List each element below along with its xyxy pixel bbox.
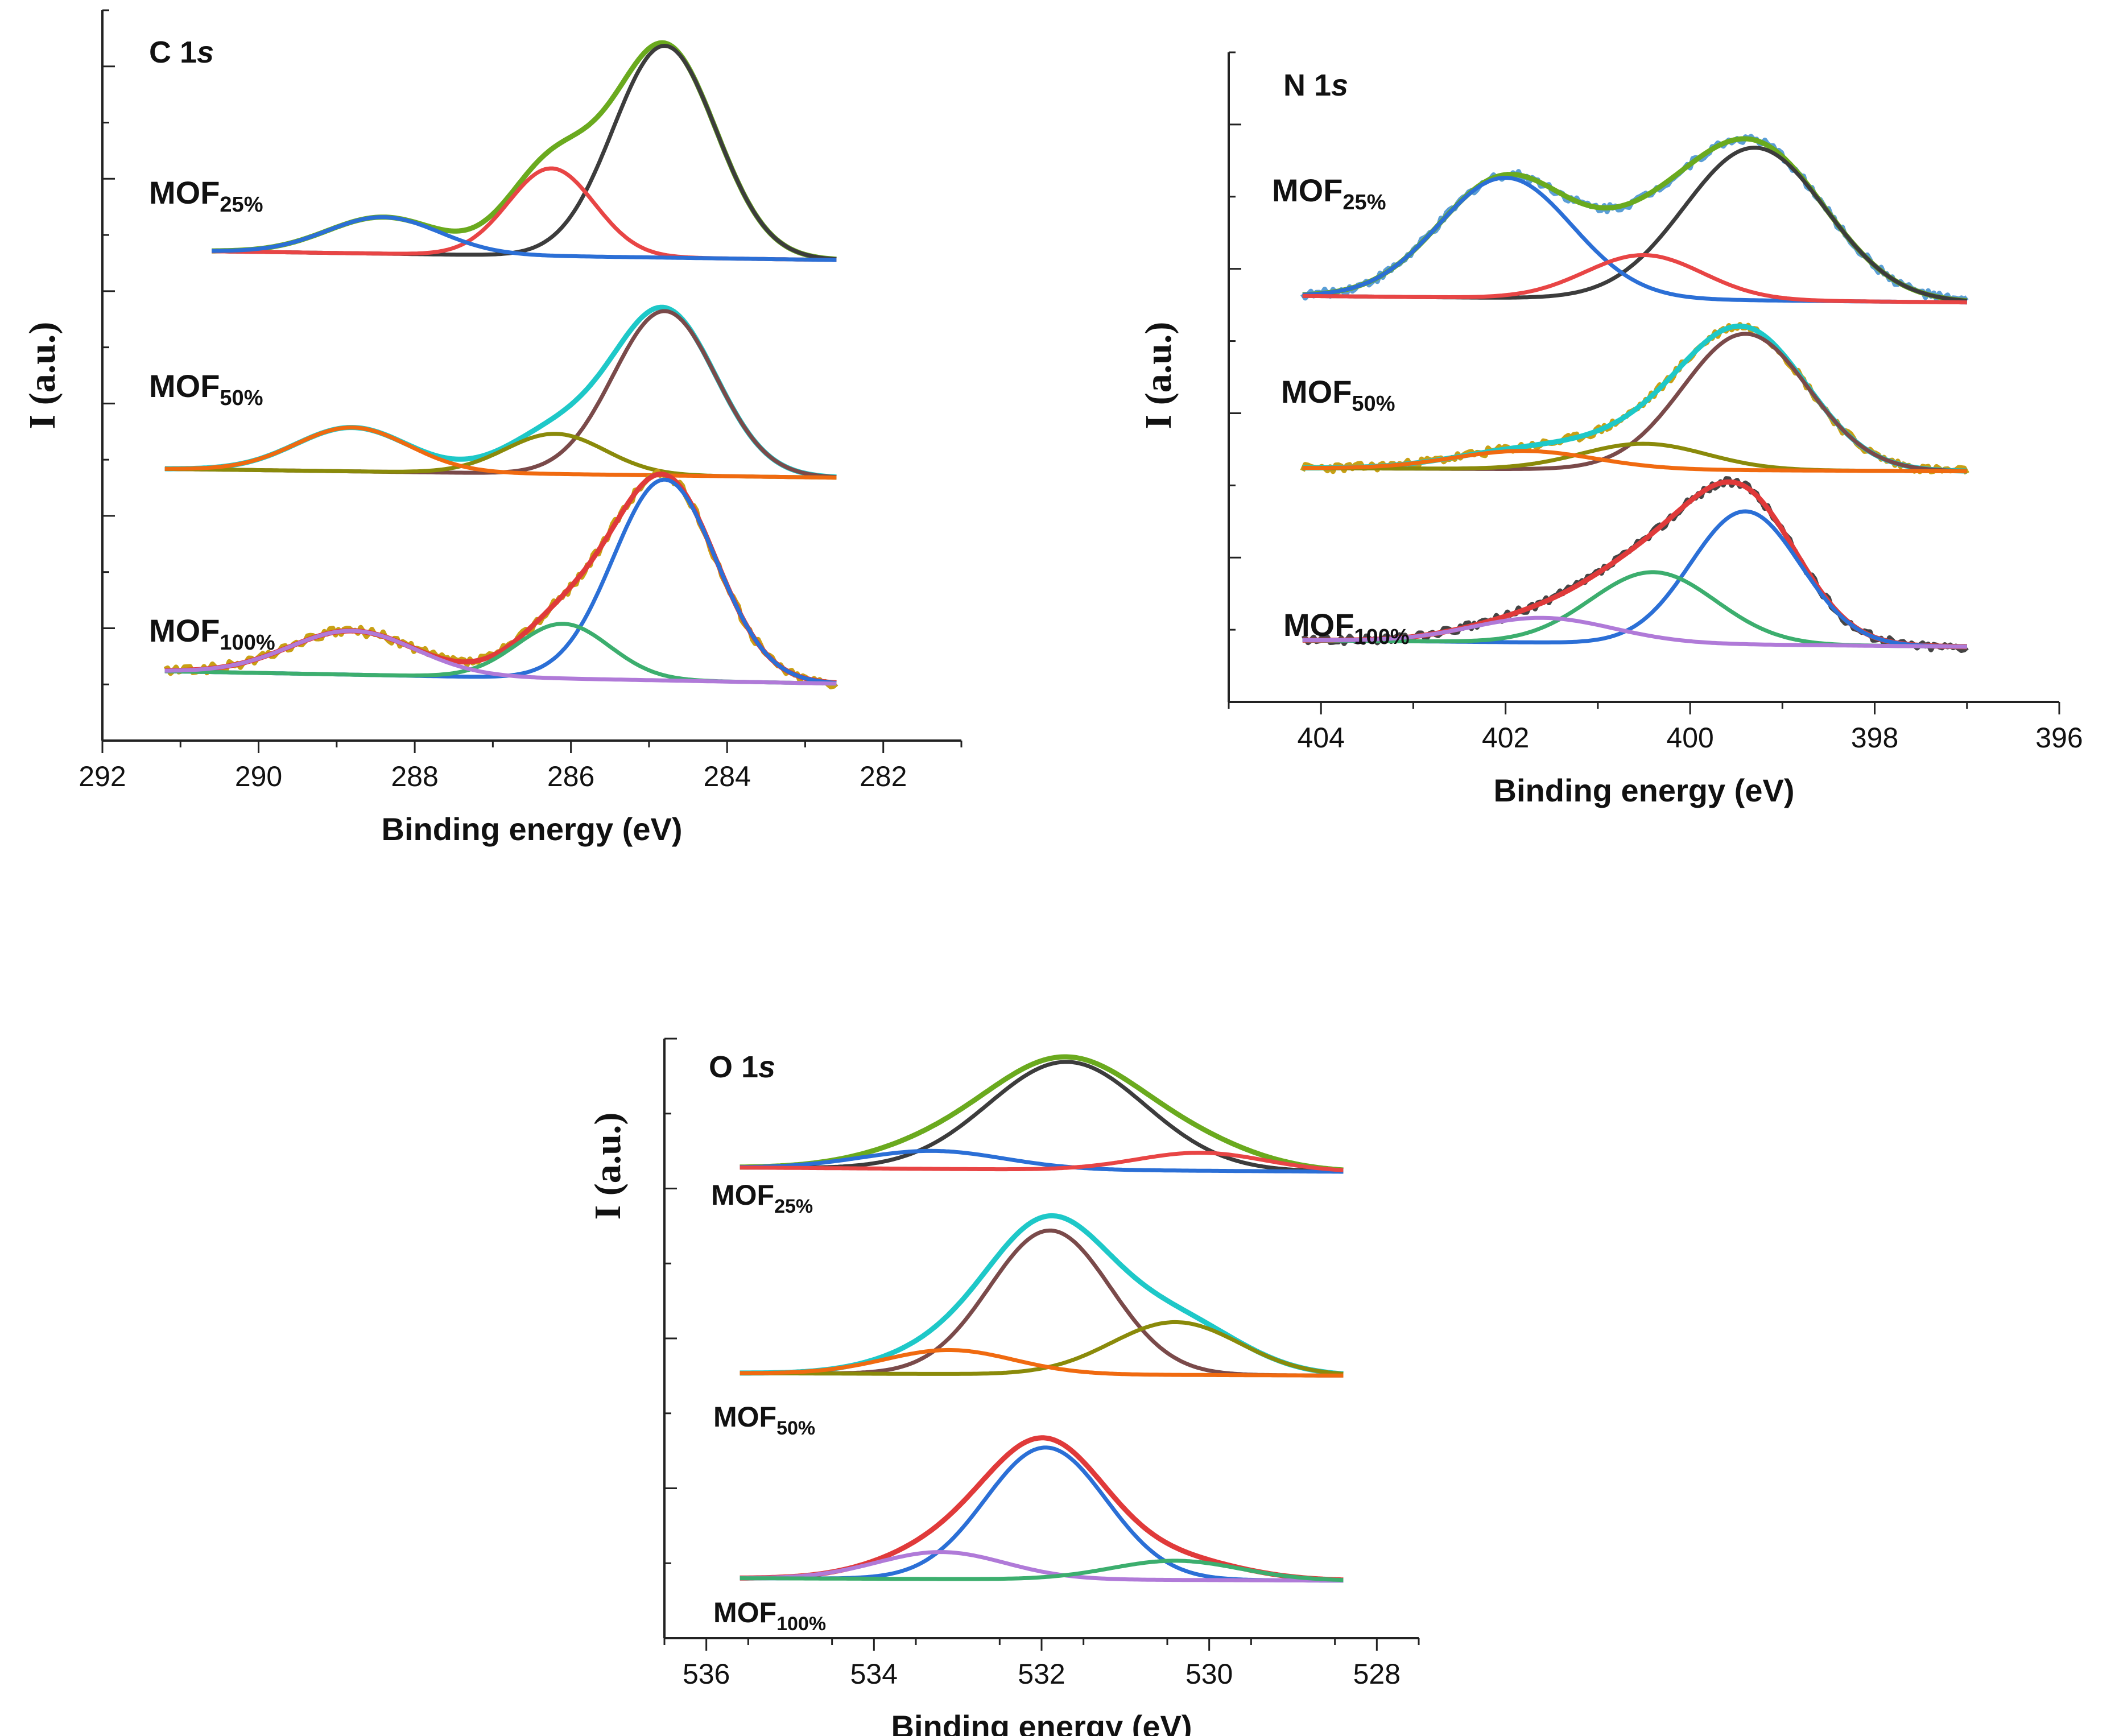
x-tick-label: 404 xyxy=(1298,722,1345,754)
panel-c1s: 292 290 288 286 284 282 Binding energy (eV) I (… xyxy=(22,9,963,847)
envelope-curve xyxy=(740,1435,1344,1583)
sample-label: MOF100% xyxy=(1283,607,1410,649)
x-tick-label: 528 xyxy=(1353,1658,1401,1690)
spectrum-mof-100pct: MOF100% xyxy=(1283,476,1969,653)
x-tick-label: 286 xyxy=(547,760,594,792)
x-tick-label: 532 xyxy=(1018,1658,1065,1690)
x-tick-label: 284 xyxy=(703,760,750,792)
x-tick-label: 530 xyxy=(1185,1658,1233,1690)
component-curve-2 xyxy=(740,1550,1344,1583)
sample-label: MOF50% xyxy=(713,1401,815,1439)
component-curve-3 xyxy=(164,425,837,480)
component-curve-3 xyxy=(740,1151,1344,1172)
x-tick-label: 292 xyxy=(79,760,126,792)
x-tick-label: 398 xyxy=(1851,722,1898,754)
spectrum-mof-25pct: MOF25% xyxy=(711,1054,1344,1217)
sample-label: MOF25% xyxy=(1272,172,1386,214)
measured-curve xyxy=(1300,134,1969,304)
sample-label: MOF100% xyxy=(713,1597,826,1635)
component-curve-3 xyxy=(740,1348,1344,1378)
component-curve-1 xyxy=(1302,146,1968,303)
x-tick-label: 290 xyxy=(235,760,282,792)
component-curve-3 xyxy=(1302,253,1967,305)
envelope-curve xyxy=(1302,136,1968,304)
panel-title: C 1s xyxy=(149,35,214,69)
component-curve-2 xyxy=(740,1148,1344,1174)
sample-label: MOF25% xyxy=(149,175,263,217)
panel-n1s: 404 402 400 398 396 Binding energy (eV) I (a.u… xyxy=(1138,51,2083,808)
x-tick-label: 536 xyxy=(683,1658,730,1690)
spectrum-mof-50pct: MOF50% xyxy=(149,304,837,480)
sample-label: MOF25% xyxy=(711,1179,813,1217)
x-tick-label: 396 xyxy=(2035,722,2083,754)
x-axis-label: Binding energy (eV) xyxy=(1494,772,1795,808)
component-curve-3 xyxy=(1302,615,1967,649)
envelope-curve xyxy=(212,40,837,262)
component-curve-3 xyxy=(740,1559,1344,1582)
component-curve-1 xyxy=(212,44,837,262)
component-curve-1 xyxy=(740,1060,1344,1174)
component-curve-3 xyxy=(1302,449,1967,474)
envelope-curve xyxy=(740,1054,1344,1173)
spectrum-mof-100pct: MOF100% xyxy=(713,1435,1344,1635)
component-curve-3 xyxy=(212,215,837,262)
component-curve-2 xyxy=(212,166,837,262)
x-tick-label: 288 xyxy=(391,760,438,792)
sample-label: MOF50% xyxy=(149,368,263,410)
envelope-curve xyxy=(1302,479,1967,650)
panel-title: O 1s xyxy=(709,1050,775,1084)
x-tick-label: 402 xyxy=(1482,722,1529,754)
x-axis-label: Binding energy (eV) xyxy=(891,1709,1192,1736)
component-curve-1 xyxy=(1302,332,1967,473)
panel-title: N 1s xyxy=(1283,68,1348,102)
component-curve-1 xyxy=(740,1445,1344,1583)
sample-label: MOF100% xyxy=(149,613,275,655)
y-axis-label: I (a.u.) xyxy=(1138,322,1179,429)
component-curve-2 xyxy=(740,1320,1344,1376)
component-curve-3 xyxy=(164,629,837,686)
spectrum-mof-50pct: MOF50% xyxy=(713,1213,1344,1439)
y-axis-label: I (a.u.) xyxy=(587,1113,629,1220)
spectrum-mof-100pct: MOF100% xyxy=(149,468,838,689)
panel-o1s: 536 534 532 530 528 Binding energy (eV) I (a.u… xyxy=(587,1038,1420,1736)
x-tick-label: 400 xyxy=(1666,722,1713,754)
component-curve-2 xyxy=(1302,176,1967,305)
spectrum-mof-25pct: MOF25% xyxy=(1272,134,1969,305)
x-tick-label: 282 xyxy=(860,760,907,792)
x-axis-label: Binding energy (eV) xyxy=(382,811,683,847)
y-axis-label: I (a.u.) xyxy=(22,322,63,429)
spectrum-mof-50pct: MOF50% xyxy=(1281,322,1969,475)
component-curve-1 xyxy=(740,1228,1344,1378)
sample-label: MOF50% xyxy=(1281,374,1395,416)
spectrum-mof-25pct: MOF25% xyxy=(149,40,837,262)
x-tick-label: 534 xyxy=(850,1658,898,1690)
